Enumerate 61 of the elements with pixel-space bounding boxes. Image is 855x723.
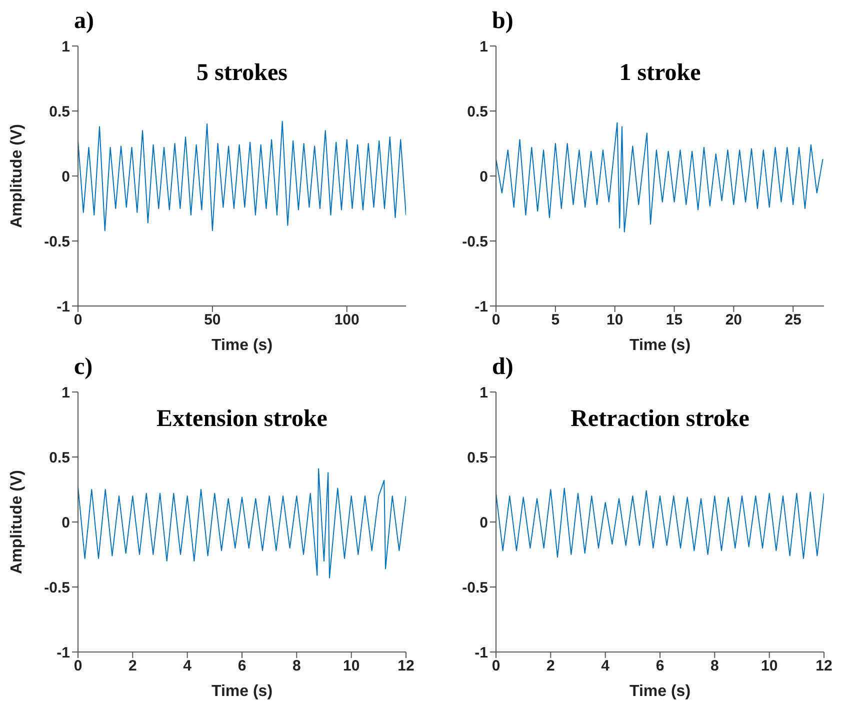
x-tick-label: 12 [816, 658, 832, 675]
annotation: 1 stroke [618, 60, 702, 87]
y-axis-title: Amplitude (V) [8, 470, 26, 574]
y-tick-label: -1 [56, 298, 70, 316]
x-tick-label: 0 [492, 312, 500, 329]
y-tick-label: -1 [474, 644, 488, 662]
y-tick-label: 0 [62, 514, 70, 532]
x-tick-label: 0 [74, 658, 82, 675]
annotation: 5 strokes [196, 60, 288, 87]
x-tick-label: 6 [656, 658, 664, 675]
chart-title: a) [74, 8, 94, 35]
y-tick-label: 0 [480, 168, 488, 186]
x-tick-label: 4 [183, 658, 192, 675]
x-tick-label: 12 [398, 658, 414, 675]
x-axis-title: Time (s) [629, 683, 691, 700]
x-tick-label: 10 [606, 312, 624, 329]
chart-title: d) [492, 354, 514, 381]
x-tick-label: 8 [292, 658, 301, 675]
y-tick-label: 1 [62, 38, 70, 56]
y-tick-label: -0.5 [44, 579, 70, 596]
y-tick-label: -1 [474, 298, 488, 316]
x-tick-label: 5 [551, 312, 560, 329]
y-tick-label: -0.5 [462, 233, 488, 250]
x-tick-label: 4 [601, 658, 610, 675]
y-tick-label: -0.5 [44, 233, 70, 250]
x-tick-label: 50 [204, 312, 221, 329]
line-series [496, 122, 824, 232]
line-series [78, 120, 406, 232]
chart-title: b) [492, 8, 514, 35]
x-tick-label: 2 [128, 658, 137, 675]
y-tick-label: 0 [480, 514, 488, 532]
y-tick-label: 0.5 [467, 103, 488, 120]
y-tick-label: 1 [480, 38, 488, 56]
x-tick-label: 6 [238, 658, 246, 675]
x-tick-label: 15 [666, 312, 683, 329]
y-tick-label: 1 [480, 384, 488, 402]
x-axis-title: Time (s) [211, 683, 273, 700]
x-tick-label: 0 [74, 312, 82, 329]
y-tick-label: -1 [56, 644, 70, 662]
annotation: Retraction stroke [570, 406, 750, 433]
x-tick-label: 100 [334, 312, 360, 329]
x-tick-label: 10 [760, 658, 778, 675]
y-tick-label: -0.5 [462, 579, 488, 596]
y-tick-label: 0 [62, 168, 70, 186]
x-tick-label: 20 [725, 312, 742, 329]
x-tick-label: 25 [784, 312, 802, 329]
y-tick-label: 0.5 [49, 103, 70, 120]
line-series [78, 468, 406, 578]
x-tick-label: 8 [710, 658, 719, 675]
x-tick-label: 0 [492, 658, 500, 675]
y-tick-label: 0.5 [49, 449, 70, 466]
chart-title: c) [74, 354, 93, 381]
y-tick-label: 0.5 [467, 449, 488, 466]
y-tick-label: 1 [62, 384, 70, 402]
x-tick-label: 10 [342, 658, 360, 675]
x-axis-title: Time (s) [629, 337, 691, 354]
annotation: Extension stroke [156, 406, 328, 433]
x-tick-label: 2 [546, 658, 555, 675]
x-axis-title: Time (s) [211, 337, 273, 354]
line-series [496, 488, 824, 559]
y-axis-title: Amplitude (V) [8, 124, 26, 228]
